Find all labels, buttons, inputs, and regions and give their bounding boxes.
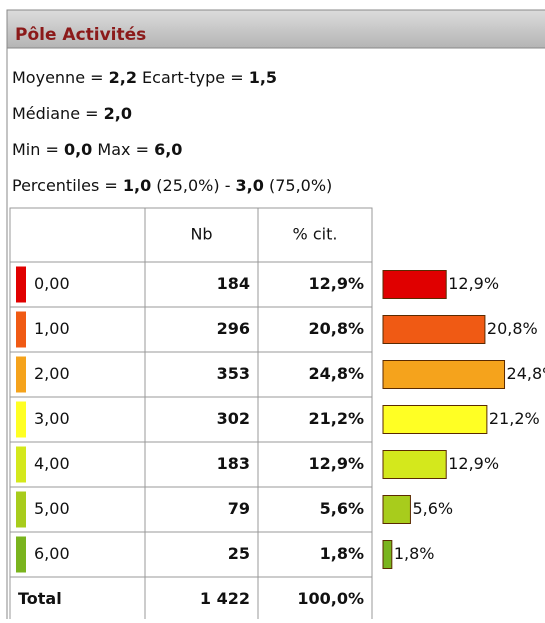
count: 184 <box>217 274 250 293</box>
stat-part: Min = <box>12 140 64 159</box>
table: Nb % cit. 0,00 184 12,9% 12,9% 1,00 296 20,8% 20,… <box>9 207 545 623</box>
row-label: 4,00 <box>34 454 70 473</box>
stat-line: Percentiles = 1,0 (25,0%) - 3,0 (75,0%) <box>12 176 332 195</box>
bar <box>382 495 411 524</box>
stats: Moyenne = 2,2 Ecart-type = 1,5 Médiane = … <box>12 68 332 195</box>
bar-label: 12,9% <box>448 274 499 293</box>
color-swatch <box>16 491 26 528</box>
color-swatch <box>16 446 26 483</box>
title: Pôle Activités <box>15 25 146 45</box>
stat-part: (75,0%) <box>264 176 332 195</box>
stat-line: Min = 0,0 Max = 6,0 <box>12 140 182 159</box>
count: 183 <box>217 454 250 473</box>
stat-part: Max = <box>92 140 154 159</box>
row-label: 0,00 <box>34 274 70 293</box>
percent: 21,2% <box>308 409 364 428</box>
count: 302 <box>217 409 250 428</box>
stat-part: (25,0%) - <box>151 176 235 195</box>
row-label: 6,00 <box>34 544 70 563</box>
stat-part: 3,0 <box>236 176 264 195</box>
row-label: 3,00 <box>34 409 70 428</box>
percent: 5,6% <box>320 499 364 518</box>
bar-label: 12,9% <box>448 454 499 473</box>
header-bar <box>6 9 545 49</box>
stat-line: Moyenne = 2,2 Ecart-type = 1,5 <box>12 68 277 87</box>
count: 353 <box>217 364 250 383</box>
stat-part: Percentiles = <box>12 176 123 195</box>
color-swatch <box>16 536 26 573</box>
row-label: 5,00 <box>34 499 70 518</box>
stat-part: 6,0 <box>154 140 182 159</box>
bar-label: 1,8% <box>394 544 435 563</box>
bar-label: 20,8% <box>487 319 538 338</box>
percent: 1,8% <box>320 544 364 563</box>
total-percent: 100,0% <box>297 589 364 608</box>
bar <box>382 315 486 344</box>
color-swatch <box>16 311 26 348</box>
bar <box>382 270 447 299</box>
row-label: 2,00 <box>34 364 70 383</box>
stat-part: Ecart-type = <box>137 68 249 87</box>
stat-part: 1,0 <box>123 176 151 195</box>
bar <box>382 405 488 434</box>
bar <box>382 450 447 479</box>
color-swatch <box>16 401 26 438</box>
stat-line: Médiane = 2,0 <box>12 104 132 123</box>
percent: 20,8% <box>308 319 364 338</box>
percent: 24,8% <box>308 364 364 383</box>
count: 296 <box>217 319 250 338</box>
bar-label: 5,6% <box>412 499 453 518</box>
stat-part: Médiane = <box>12 104 104 123</box>
row-label: 1,00 <box>34 319 70 338</box>
bar <box>382 360 506 389</box>
stat-part: 1,5 <box>249 68 277 87</box>
bar-label: 24,8% <box>507 364 545 383</box>
count: 25 <box>228 544 250 563</box>
total-label: Total <box>18 589 62 608</box>
stat-part: 2,2 <box>109 68 137 87</box>
percent: 12,9% <box>308 274 364 293</box>
total-count: 1 422 <box>200 589 250 608</box>
color-swatch <box>16 266 26 303</box>
stat-part: 2,0 <box>104 104 132 123</box>
column-header: % cit. <box>293 225 338 244</box>
color-swatch <box>16 356 26 393</box>
bar-label: 21,2% <box>489 409 540 428</box>
column-header: Nb <box>190 225 212 244</box>
stat-part: Moyenne = <box>12 68 109 87</box>
stat-part: 0,0 <box>64 140 92 159</box>
count: 79 <box>228 499 250 518</box>
percent: 12,9% <box>308 454 364 473</box>
bar <box>382 540 393 569</box>
